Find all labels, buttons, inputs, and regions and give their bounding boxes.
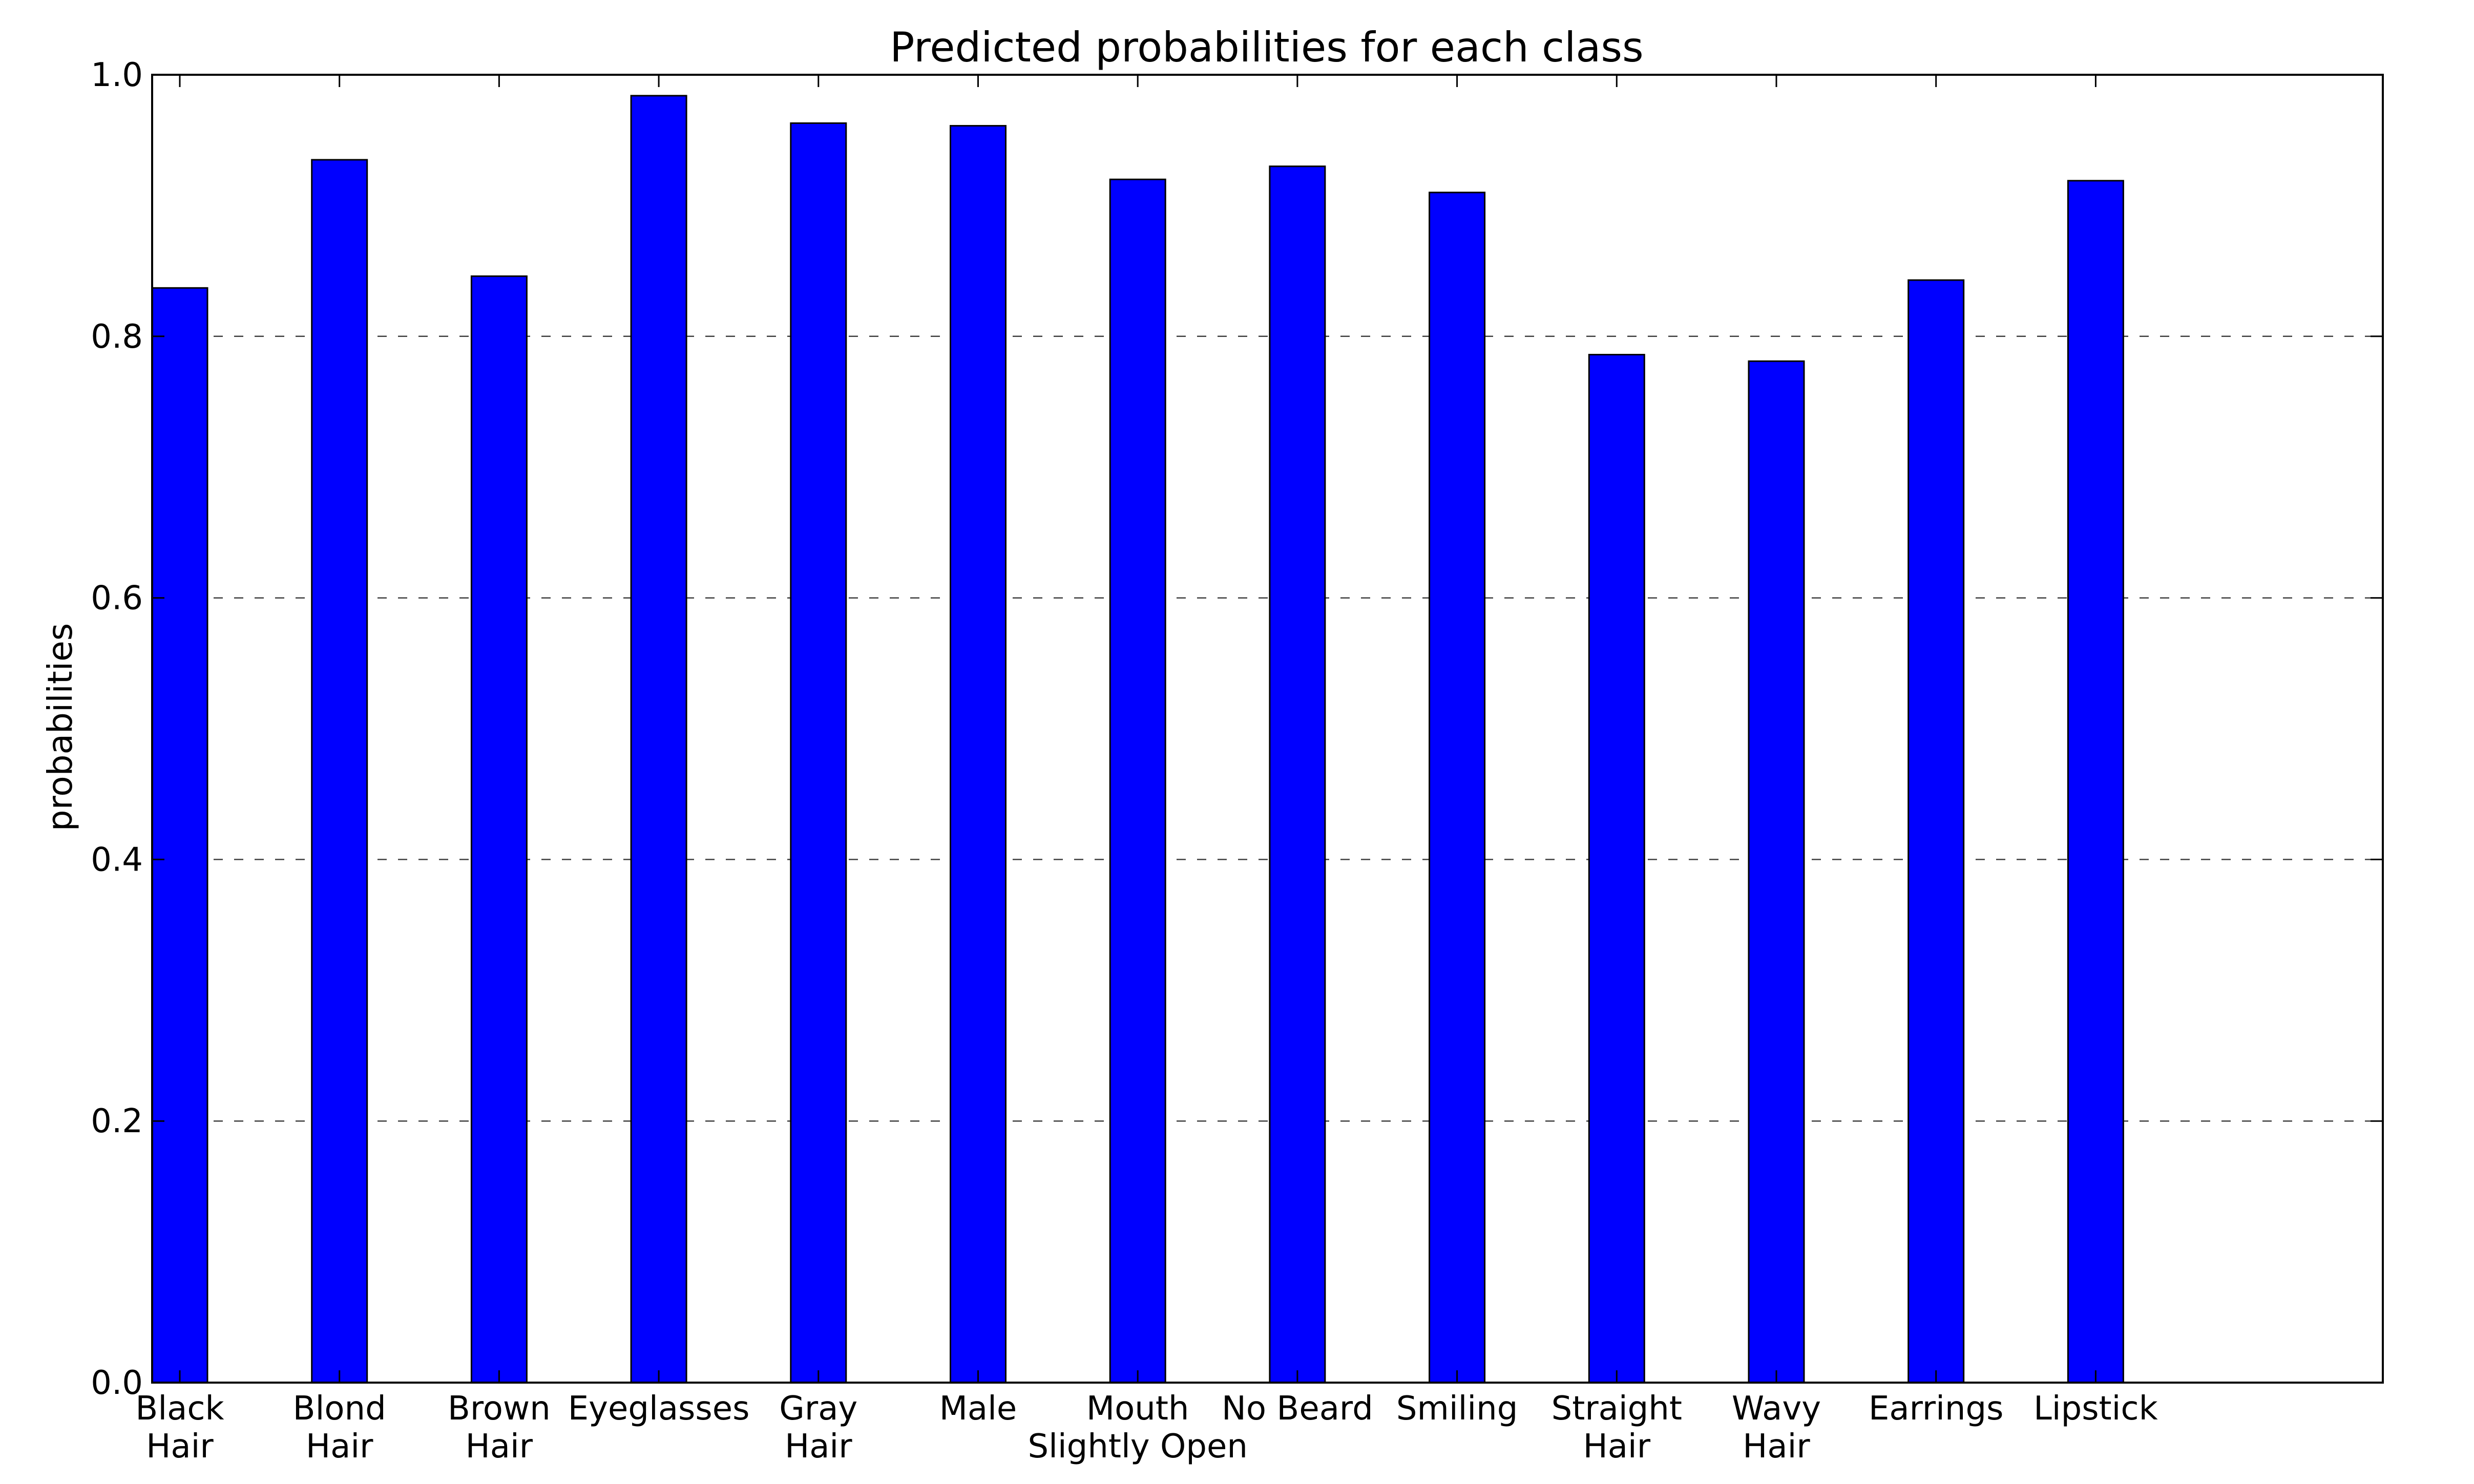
bars (151, 95, 2124, 1384)
x-tick-label: Male (939, 1390, 1017, 1428)
bar (1748, 360, 1805, 1384)
bar (1109, 178, 1166, 1384)
bar (630, 95, 687, 1384)
x-tick-label: Lipstick (2033, 1390, 2158, 1428)
bar (2067, 180, 2124, 1384)
x-tick-label: Straight (1552, 1390, 1682, 1428)
x-tick-label: Smiling (1396, 1390, 1518, 1428)
x-tick-label: Hair (146, 1428, 214, 1466)
y-tick-label: 0.6 (91, 580, 143, 618)
x-tick-label: Black (135, 1390, 224, 1428)
bar (151, 287, 208, 1384)
x-tick-label: No Beard (1222, 1390, 1373, 1428)
x-tick-label: Mouth (1086, 1390, 1189, 1428)
x-tick-label: Hair (466, 1428, 533, 1466)
bar (1907, 279, 1965, 1384)
plot-frame (151, 74, 2384, 1384)
y-tick-label: 0.4 (91, 841, 143, 879)
x-tick-label: Slightly Open (1028, 1428, 1247, 1466)
x-tick-label: Hair (1743, 1428, 1810, 1466)
bar (311, 159, 368, 1384)
x-tick-label: Blond (293, 1390, 386, 1428)
x-tick-label: Eyeglasses (568, 1390, 750, 1428)
x-tick-label: Hair (306, 1428, 373, 1466)
y-axis-label: probabilities (40, 623, 80, 831)
x-tick-label: Wavy (1732, 1390, 1821, 1428)
y-tick-label: 1.0 (91, 56, 143, 94)
bar (470, 275, 528, 1384)
y-tick-labels: 0.0 0.2 0.4 0.6 0.8 1.0 (91, 56, 143, 1402)
bar (950, 125, 1007, 1384)
bar (1429, 192, 1486, 1384)
y-tick-label: 0.2 (91, 1103, 143, 1140)
bar (1588, 354, 1645, 1384)
axis-ticks (152, 74, 2383, 1384)
x-tick-label: Gray (779, 1390, 857, 1428)
chart-title: Predicted probabilities for each class (890, 24, 1643, 71)
y-tick-label: 0.0 (91, 1364, 143, 1402)
bar (790, 122, 847, 1384)
x-tick-label: Earrings (1869, 1390, 2003, 1428)
x-tick-label: Hair (1583, 1428, 1651, 1466)
bar (1269, 165, 1326, 1384)
x-tick-label: Brown (448, 1390, 551, 1428)
y-tick-label: 0.8 (91, 318, 143, 356)
x-tick-label: Hair (785, 1428, 852, 1466)
